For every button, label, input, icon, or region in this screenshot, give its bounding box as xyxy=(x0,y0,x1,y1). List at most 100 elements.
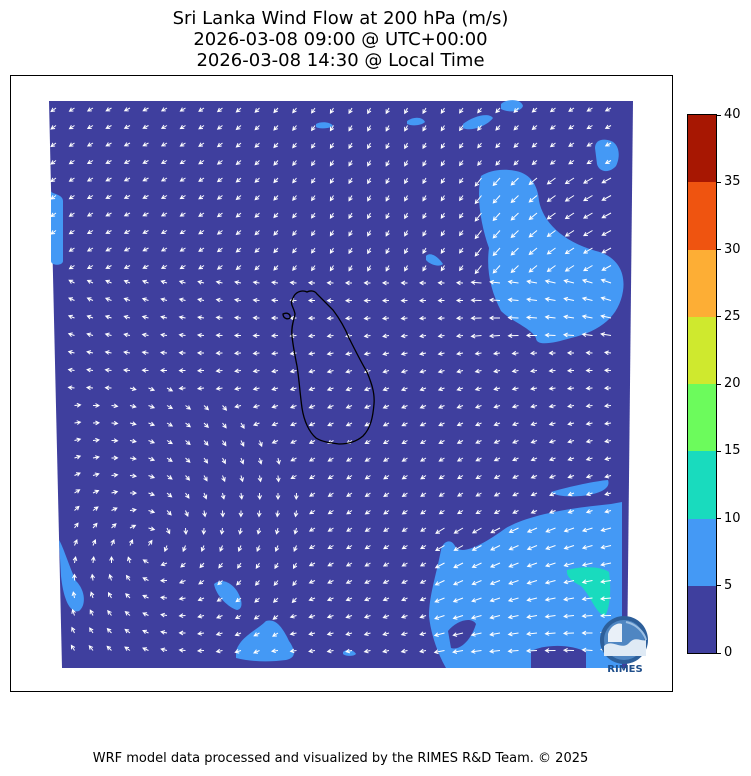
wind-arrow xyxy=(252,421,260,427)
wind-arrow xyxy=(568,125,575,130)
wind-arrow xyxy=(200,545,206,552)
wind-arrow xyxy=(548,456,556,462)
wind-arrow xyxy=(530,474,538,479)
wind-arrow xyxy=(197,631,205,636)
wind-arrow xyxy=(271,439,279,444)
wind-arrow xyxy=(142,612,149,617)
wind-arrow xyxy=(235,160,242,166)
wind-arrow xyxy=(289,368,297,374)
wind-arrow xyxy=(601,247,612,254)
wind-arrow xyxy=(68,264,75,270)
wind-arrow xyxy=(474,177,482,187)
wind-arrow xyxy=(311,160,316,167)
wind-arrow xyxy=(493,404,501,409)
wind-arrow xyxy=(511,350,519,356)
wind-arrow xyxy=(548,474,556,479)
wind-arrow xyxy=(197,280,205,285)
wind-arrow xyxy=(185,405,192,410)
wind-arrow xyxy=(233,350,242,356)
wind-arrow xyxy=(74,437,82,443)
wind-arrow xyxy=(203,422,209,429)
wind-arrow xyxy=(585,491,593,497)
wind-arrow xyxy=(489,631,501,637)
wind-arrow xyxy=(531,125,538,131)
wind-arrow xyxy=(252,315,260,321)
wind-arrow xyxy=(381,315,390,321)
wind-arrow xyxy=(363,386,371,392)
wind-arrow xyxy=(528,230,538,238)
wind-arrow xyxy=(510,247,519,256)
wind-arrow xyxy=(404,125,409,132)
wind-arrow xyxy=(50,142,57,148)
wind-arrow xyxy=(216,107,223,113)
colorbar-tick-label: 0 xyxy=(724,645,733,660)
wind-arrow xyxy=(456,492,464,497)
wind-arrow xyxy=(198,265,205,270)
wind-arrow xyxy=(530,492,538,497)
wind-arrow xyxy=(235,195,242,201)
wind-arrow xyxy=(459,195,464,202)
wind-arrow xyxy=(326,614,334,619)
wind-arrow xyxy=(470,297,482,303)
wind-arrow xyxy=(235,177,242,183)
wind-arrow xyxy=(198,160,205,165)
wind-arrow xyxy=(367,125,372,132)
title-line-utc: 2026-03-08 09:00 @ UTC+00:00 xyxy=(193,29,488,50)
wind-arrow xyxy=(307,280,316,286)
wind-arrow xyxy=(422,160,427,167)
wind-arrow xyxy=(382,386,390,392)
wind-arrow xyxy=(219,545,224,552)
wind-arrow xyxy=(438,439,445,444)
wind-arrow xyxy=(383,475,390,480)
wind-arrow xyxy=(583,247,593,254)
wind-arrow xyxy=(68,229,75,235)
wind-arrow xyxy=(68,194,75,200)
wind-arrow xyxy=(434,597,445,603)
wind-arrow xyxy=(166,457,173,462)
wind-arrow xyxy=(475,439,482,444)
wind-arrow xyxy=(327,562,334,567)
wind-arrow xyxy=(563,613,575,619)
wind-arrow xyxy=(196,332,205,338)
wind-arrow xyxy=(160,212,168,217)
wind-arrow xyxy=(474,265,482,275)
wind-arrow xyxy=(477,142,482,149)
wind-arrow xyxy=(142,559,149,564)
wind-arrow xyxy=(123,264,131,269)
wind-arrow xyxy=(452,580,464,586)
wind-arrow xyxy=(474,351,482,356)
wind-arrow xyxy=(459,160,464,167)
wind-arrow xyxy=(123,124,131,129)
wind-arrow xyxy=(308,422,316,427)
wind-arrow xyxy=(345,422,353,427)
colorbar-segment xyxy=(688,585,716,653)
wind-arrow xyxy=(148,509,156,514)
wind-arrow xyxy=(129,524,137,529)
wind-arrow xyxy=(160,142,168,147)
wind-arrow xyxy=(92,403,101,408)
wind-arrow xyxy=(160,264,168,269)
wind-arrow xyxy=(308,527,316,532)
wind-arrow xyxy=(329,177,335,185)
wind-arrow xyxy=(70,644,76,651)
wind-arrow xyxy=(404,160,409,167)
wind-arrow xyxy=(401,404,408,409)
wind-arrow xyxy=(507,297,519,303)
wind-arrow xyxy=(142,107,149,112)
wind-arrow xyxy=(274,562,279,570)
wind-arrow xyxy=(111,523,117,529)
wind-arrow xyxy=(401,510,408,515)
wind-arrow xyxy=(546,265,556,273)
wind-arrow xyxy=(86,124,94,130)
wind-arrow xyxy=(71,591,77,599)
wind-arrow xyxy=(419,631,427,636)
wind-arrow xyxy=(385,142,390,150)
wind-arrow xyxy=(528,212,538,221)
wind-arrow xyxy=(308,614,316,619)
wind-arrow xyxy=(364,510,371,515)
wind-arrow xyxy=(489,562,501,568)
wind-arrow xyxy=(563,279,575,284)
wind-arrow xyxy=(233,333,241,338)
wind-arrow xyxy=(474,212,482,222)
wind-arrow xyxy=(435,545,445,552)
